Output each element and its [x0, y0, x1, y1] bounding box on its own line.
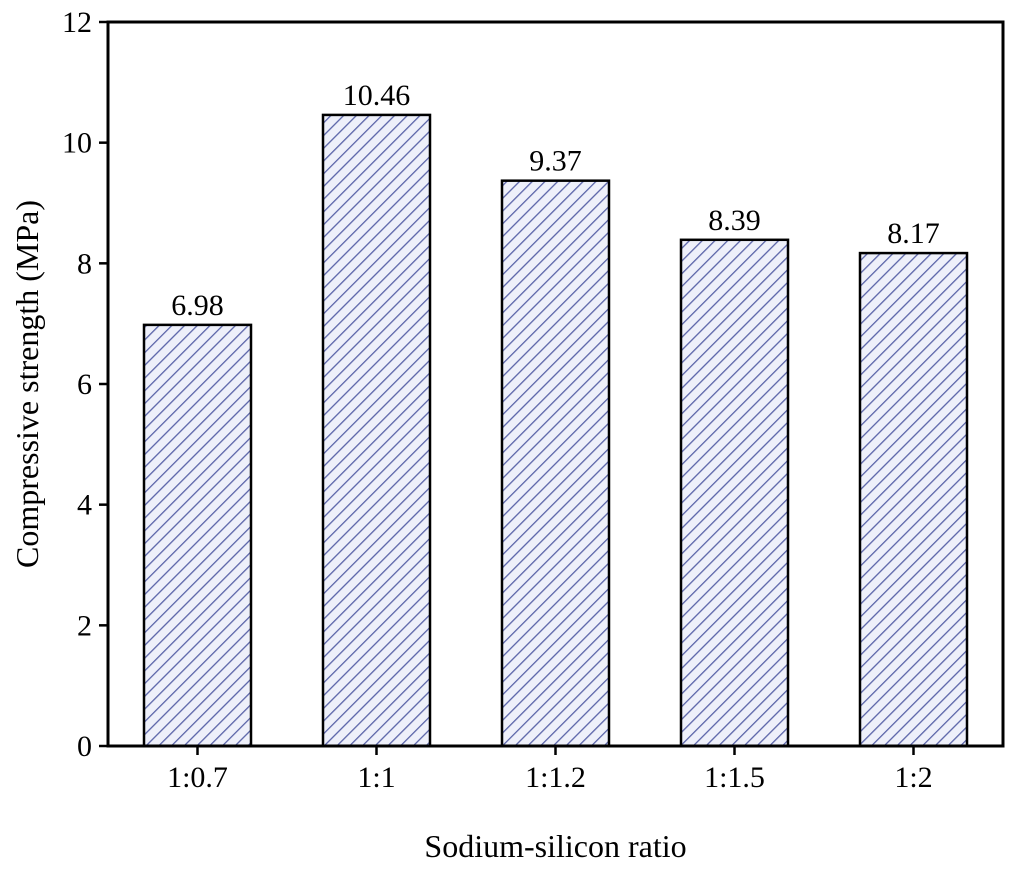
bar-1:2: [858, 251, 969, 748]
data-label: 9.37: [529, 145, 582, 178]
data-label: 8.39: [708, 204, 761, 237]
bars-layer: [142, 113, 969, 748]
y-tick-label: 10: [62, 127, 92, 160]
y-tick-label: 4: [77, 489, 92, 522]
x-tick-label: 1:2: [894, 761, 932, 794]
y-tick-label: 8: [77, 247, 92, 280]
data-label: 8.17: [887, 217, 940, 250]
y-axis-title: Compressive strength (MPa): [9, 200, 45, 568]
data-label: 10.46: [343, 79, 411, 112]
y-tick-label: 6: [77, 368, 92, 401]
x-tick-label: 1:0.7: [167, 761, 228, 794]
data-labels-layer: 6.98 10.46 9.37 8.39 8.17: [171, 79, 940, 322]
data-label: 6.98: [171, 289, 224, 322]
bar-1:1: [321, 113, 432, 748]
bar-1:1.5: [679, 238, 790, 748]
x-tick-label: 1:1: [357, 761, 395, 794]
x-tick-label: 1:1.2: [525, 761, 586, 794]
y-tick-label: 12: [62, 6, 92, 39]
x-axis: 1:0.7 1:1 1:1.2 1:1.5 1:2: [167, 746, 933, 794]
bar-1:0.7: [142, 323, 253, 748]
y-axis: 0 2 4 6 8 10 12: [62, 6, 108, 763]
y-tick-label: 2: [77, 609, 92, 642]
x-axis-title: Sodium-silicon ratio: [424, 828, 686, 864]
bar-1:1.2: [500, 179, 611, 748]
y-tick-label: 0: [77, 730, 92, 763]
x-tick-label: 1:1.5: [704, 761, 765, 794]
